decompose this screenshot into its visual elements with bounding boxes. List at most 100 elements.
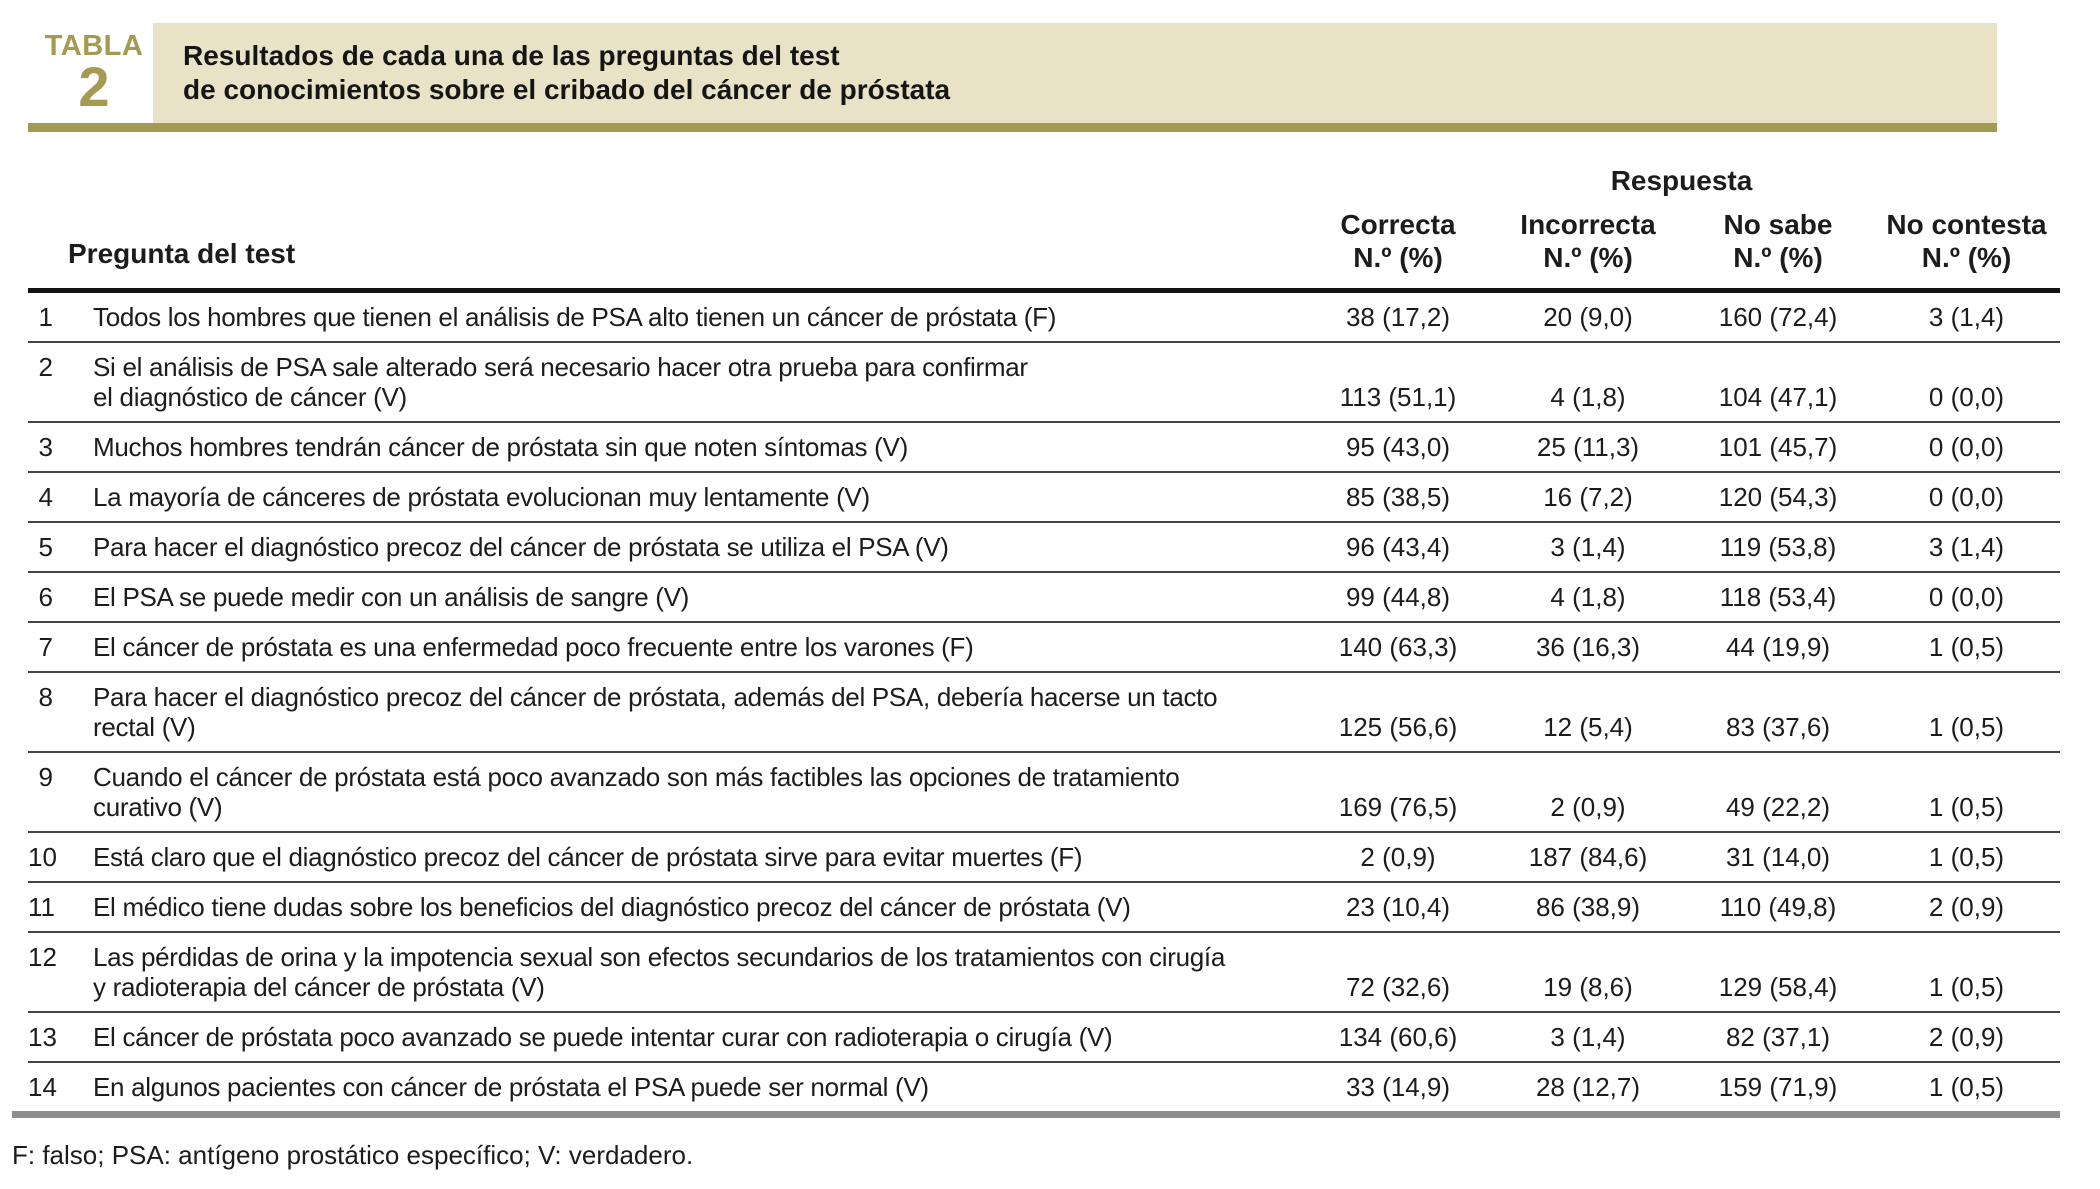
respuesta-header-row: Respuesta <box>28 159 2060 207</box>
value-correcta: 99 (44,8) <box>1345 582 1451 612</box>
results-table-body: 1 Todos los hombres que tienen el anális… <box>28 291 2060 1112</box>
value-incorrecta: 20 (9,0) <box>1543 302 1633 332</box>
value-correcta: 33 (14,9) <box>1345 1072 1451 1102</box>
value-no-sabe: 83 (37,6) <box>1725 712 1831 742</box>
value-no-contesta: 3 (1,4) <box>1928 532 2005 562</box>
question-number: 8 <box>38 682 53 712</box>
question-number: 12 <box>28 942 57 972</box>
value-incorrecta: 4 (1,8) <box>1550 382 1626 412</box>
value-correcta: 95 (43,0) <box>1345 432 1451 462</box>
value-correcta: 23 (10,4) <box>1345 892 1451 922</box>
table-row: 11 El médico tiene dudas sobre los benef… <box>28 882 2060 932</box>
value-incorrecta: 4 (1,8) <box>1550 582 1626 612</box>
value-no-sabe: 44 (19,9) <box>1725 632 1831 662</box>
results-table-head: Respuesta Pregunta del test Correcta N.º… <box>28 159 2060 291</box>
value-no-sabe: 129 (58,4) <box>1718 972 1838 1002</box>
value-incorrecta: 28 (12,7) <box>1535 1072 1641 1102</box>
value-incorrecta: 19 (8,6) <box>1543 972 1633 1002</box>
value-no-contesta: 1 (0,5) <box>1928 792 2005 822</box>
value-incorrecta: 36 (16,3) <box>1535 632 1641 662</box>
value-no-contesta: 1 (0,5) <box>1928 712 2005 742</box>
table-row: 13 El cáncer de próstata poco avanzado s… <box>28 1012 2060 1062</box>
header-accent-bar <box>28 123 1997 132</box>
value-incorrecta: 3 (1,4) <box>1550 532 1626 562</box>
question-text: En algunos pacientes con cáncer de próst… <box>93 1072 929 1102</box>
question-number: 14 <box>28 1072 57 1102</box>
column-header-sub: N.º (%) <box>1543 242 1633 273</box>
question-text: El médico tiene dudas sobre los benefici… <box>93 892 1131 922</box>
value-incorrecta: 86 (38,9) <box>1535 892 1641 922</box>
column-header-label: Correcta <box>1340 209 1456 240</box>
question-text: Todos los hombres que tienen el análisis… <box>93 302 1057 332</box>
question-number: 11 <box>28 892 55 922</box>
value-no-contesta: 0 (0,0) <box>1928 582 2005 612</box>
question-number: 2 <box>38 352 53 382</box>
value-no-sabe: 101 (45,7) <box>1718 432 1838 462</box>
value-correcta: 125 (56,6) <box>1338 712 1458 742</box>
question-number: 13 <box>28 1022 57 1052</box>
table-row: 12 Las pérdidas de orina y la impotencia… <box>28 932 2060 1012</box>
table-row: 10 Está claro que el diagnóstico precoz … <box>28 832 2060 882</box>
table-title-line2: de conocimientos sobre el cribado del cá… <box>183 74 951 105</box>
column-header-sub: N.º (%) <box>1733 242 1823 273</box>
table-row: 2 Si el análisis de PSA sale alterado se… <box>28 342 2060 422</box>
value-incorrecta: 16 (7,2) <box>1543 482 1633 512</box>
question-text: Si el análisis de PSA sale alterado será… <box>93 352 1028 412</box>
value-no-contesta: 0 (0,0) <box>1928 482 2005 512</box>
column-header-label: No contesta <box>1886 209 2047 240</box>
value-incorrecta: 12 (5,4) <box>1543 712 1633 742</box>
table-header-banner: TABLA 2 Resultados de cada una de las pr… <box>0 23 2100 155</box>
question-text: Las pérdidas de orina y la impotencia se… <box>93 942 1225 1002</box>
question-number: 3 <box>38 432 53 462</box>
column-header-row: Pregunta del test Correcta N.º (%) Incor… <box>28 207 2060 291</box>
question-text: Está claro que el diagnóstico precoz del… <box>93 842 1083 872</box>
value-incorrecta: 2 (0,9) <box>1550 792 1626 822</box>
value-correcta: 134 (60,6) <box>1338 1022 1458 1052</box>
question-number: 10 <box>28 842 57 872</box>
table-row: 4 La mayoría de cánceres de próstata evo… <box>28 472 2060 522</box>
question-text: El cáncer de próstata es una enfermedad … <box>93 632 974 662</box>
question-number: 5 <box>38 532 53 562</box>
table-bottom-bar <box>12 1111 2060 1118</box>
table-row: 9 Cuando el cáncer de próstata está poco… <box>28 752 2060 832</box>
question-text: La mayoría de cánceres de próstata evolu… <box>93 482 870 512</box>
question-number: 7 <box>38 632 53 662</box>
question-number: 9 <box>38 762 53 792</box>
value-no-sabe: 49 (22,2) <box>1725 792 1831 822</box>
table-row: 1 Todos los hombres que tienen el anális… <box>28 291 2060 342</box>
value-correcta: 96 (43,4) <box>1345 532 1451 562</box>
value-no-contesta: 1 (0,5) <box>1928 1072 2005 1102</box>
table-label-number: 2 <box>78 55 110 118</box>
results-table: Respuesta Pregunta del test Correcta N.º… <box>28 159 2060 1111</box>
table-label-word: TABLA <box>44 30 144 62</box>
value-no-contesta: 2 (0,9) <box>1928 892 2005 922</box>
column-header-label: Incorrecta <box>1520 209 1656 240</box>
value-correcta: 113 (51,1) <box>1339 382 1457 412</box>
question-column-header: Pregunta del test <box>68 238 296 269</box>
column-header-sub: N.º (%) <box>1921 242 2012 273</box>
column-header-sub: N.º (%) <box>1353 242 1443 273</box>
page: { "colors": { "accent_olive": "#a49a52",… <box>0 23 2100 1189</box>
question-number: 1 <box>38 302 53 332</box>
footnote: F: falso; PSA: antígeno prostático espec… <box>12 1140 694 1170</box>
value-no-contesta: 2 (0,9) <box>1928 1022 2005 1052</box>
table-title-line1: Resultados de cada una de las preguntas … <box>183 40 840 71</box>
value-no-sabe: 104 (47,1) <box>1718 382 1838 412</box>
value-no-sabe: 160 (72,4) <box>1718 302 1838 332</box>
column-header-incorrecta: Incorrecta N.º (%) <box>1493 207 1683 291</box>
value-incorrecta: 3 (1,4) <box>1550 1022 1626 1052</box>
value-no-contesta: 0 (0,0) <box>1928 382 2005 412</box>
value-no-contesta: 1 (0,5) <box>1928 842 2005 872</box>
value-no-sabe: 159 (71,9) <box>1718 1072 1838 1102</box>
table-label: TABLA 2 <box>36 30 152 118</box>
value-correcta: 140 (63,3) <box>1338 632 1458 662</box>
table-row: 3 Muchos hombres tendrán cáncer de próst… <box>28 422 2060 472</box>
table-title-box: Resultados de cada una de las preguntas … <box>153 23 1997 123</box>
value-correcta: 169 (76,5) <box>1338 792 1458 822</box>
question-text: Para hacer el diagnóstico precoz del cán… <box>93 682 1218 742</box>
question-text: Cuando el cáncer de próstata está poco a… <box>93 762 1180 822</box>
value-no-sabe: 82 (37,1) <box>1725 1022 1831 1052</box>
spacer-cell <box>28 159 1303 207</box>
value-correcta: 2 (0,9) <box>1360 842 1436 872</box>
column-header-no-contesta: No contesta N.º (%) <box>1873 207 2060 291</box>
